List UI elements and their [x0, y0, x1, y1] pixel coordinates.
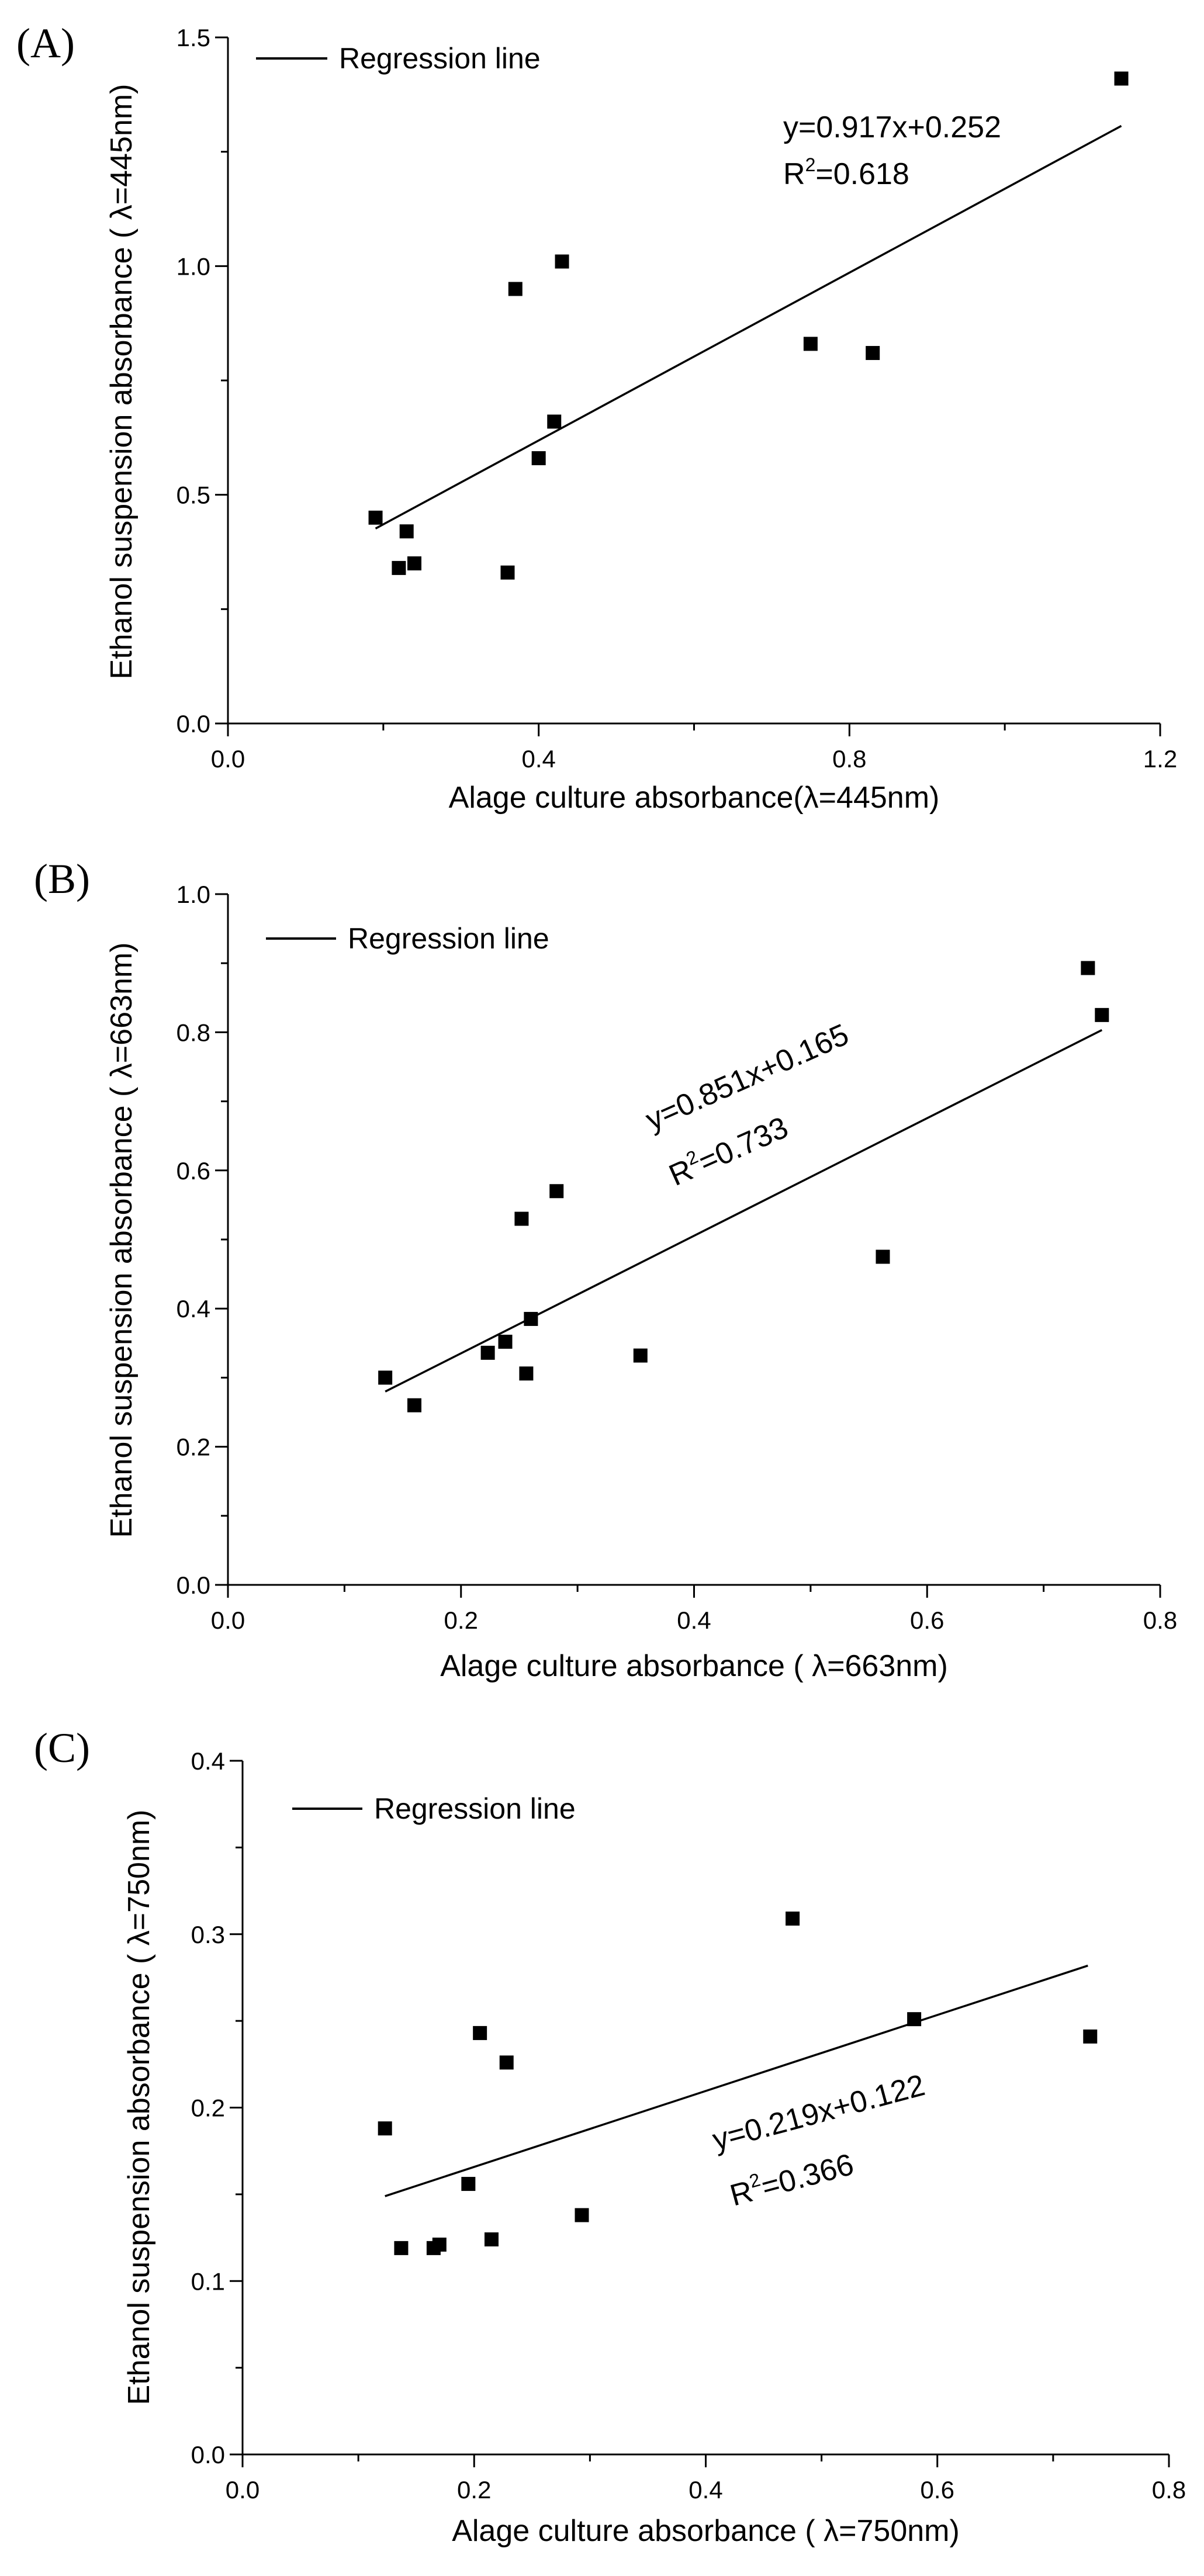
y-tick-label: 1.5	[177, 24, 210, 51]
regression-equation: y=0.851x+0.165	[641, 1017, 853, 1137]
panel-label: (A)	[16, 20, 75, 67]
data-point	[876, 1249, 890, 1264]
data-point	[407, 1398, 421, 1412]
regression-equation: y=0.219x+0.122	[709, 2068, 928, 2158]
y-tick-label: 0.3	[191, 1921, 225, 1948]
y-tick-label: 0.4	[177, 1295, 210, 1322]
chart-panel-c: 0.0 0.2 0.4 0.6 0.8 0.0 0.1 0.2 0.3 0.4 Alage cult…	[34, 1725, 1186, 2548]
data-point	[549, 1184, 564, 1199]
data-point	[633, 1348, 648, 1363]
legend-label: Regression line	[374, 1792, 576, 1825]
data-point	[399, 524, 414, 539]
data-point	[473, 2026, 487, 2040]
data-point	[394, 2241, 409, 2255]
data-point	[499, 2055, 514, 2070]
regression-line	[385, 1964, 1088, 2197]
x-tick-label: 0.4	[689, 2476, 722, 2504]
r-squared-value: =0.618	[815, 157, 909, 191]
data-point	[484, 2232, 499, 2247]
regression-equation: y=0.917x+0.252	[783, 110, 1001, 144]
y-tick-label: 0.0	[177, 710, 210, 738]
data-point	[480, 1345, 495, 1360]
data-point	[803, 337, 818, 351]
x-tick-label: 0.0	[211, 745, 245, 773]
data-point	[368, 510, 383, 525]
r-squared-symbol: R	[783, 157, 805, 191]
y-axis-title: Ethanol suspension absorbance ( λ=663nm)	[105, 943, 139, 1538]
x-tick-label: 0.6	[921, 2476, 954, 2504]
regression-line	[375, 124, 1122, 529]
data-point	[378, 1370, 393, 1385]
data-point	[508, 282, 523, 296]
chart-panel-b: 0.0 0.2 0.4 0.6 0.8 0.0 0.2 0.4 0.6 0.8 1.0 Alage c…	[34, 856, 1177, 1683]
data-point	[461, 2177, 476, 2191]
x-axis-title: Alage culture absorbance ( λ=750nm)	[452, 2514, 960, 2548]
x-tick-label: 0.6	[910, 1606, 944, 1634]
x-tick-label: 0.8	[1143, 1606, 1177, 1634]
r-squared-label: R2=0.366	[726, 2145, 857, 2213]
legend-label: Regression line	[348, 922, 549, 955]
chart-panel-a: 0.0 0.4 0.8 1.2 0.0 0.5 1.0 1.5 Alage culture ab…	[16, 20, 1177, 815]
data-point	[524, 1311, 538, 1326]
data-point	[407, 556, 421, 571]
data-point	[1081, 961, 1095, 975]
y-tick-label: 1.0	[177, 252, 210, 280]
y-tick-label: 0.0	[191, 2441, 225, 2468]
data-point	[866, 346, 880, 361]
r-squared-value: =0.733	[694, 1110, 793, 1179]
x-tick-label: 0.4	[521, 745, 555, 773]
data-point	[392, 560, 406, 575]
y-tick-label: 0.6	[177, 1157, 210, 1185]
y-axis-title: Ethanol suspension absorbance ( λ=445nm)	[105, 84, 139, 680]
data-point	[378, 2121, 392, 2136]
x-tick-label: 0.0	[226, 2476, 260, 2504]
r-squared-label: R2=0.618	[783, 154, 909, 191]
data-point	[500, 565, 515, 580]
data-point	[907, 2012, 922, 2027]
data-point	[514, 1211, 529, 1226]
data-point	[547, 414, 562, 429]
y-axis-title: Ethanol suspension absorbance ( λ=750nm)	[122, 1810, 156, 2405]
y-tick-label: 0.2	[177, 1434, 210, 1461]
x-tick-label: 0.2	[457, 2476, 491, 2504]
x-axis-title: Alage culture absorbance ( λ=663nm)	[440, 1649, 948, 1683]
y-tick-label: 1.0	[177, 881, 210, 908]
y-tick-label: 0.0	[177, 1571, 210, 1599]
data-point	[1083, 2029, 1098, 2044]
x-tick-label: 0.4	[677, 1606, 711, 1634]
data-point	[519, 1366, 534, 1381]
data-point	[1095, 1007, 1109, 1022]
x-tick-label: 0.0	[211, 1606, 245, 1634]
x-tick-label: 0.8	[1152, 2476, 1186, 2504]
y-tick-label: 0.4	[191, 1747, 225, 1775]
data-point	[786, 1912, 800, 1926]
r-squared-value: =0.366	[758, 2148, 857, 2205]
data-point	[432, 2237, 447, 2252]
data-point	[498, 1334, 513, 1349]
legend-label: Regression line	[339, 42, 541, 75]
data-point	[555, 254, 569, 269]
x-axis-title: Alage culture absorbance(λ=445nm)	[449, 781, 940, 815]
r-squared-superscript: 2	[805, 154, 816, 175]
panel-label: (B)	[34, 856, 90, 902]
y-tick-label: 0.8	[177, 1019, 210, 1046]
x-tick-label: 0.8	[832, 745, 866, 773]
x-tick-label: 1.2	[1143, 745, 1177, 773]
data-point	[531, 451, 546, 466]
y-tick-label: 0.2	[191, 2094, 225, 2122]
data-point	[1114, 71, 1129, 86]
y-tick-label: 0.5	[177, 482, 210, 509]
data-point	[575, 2208, 589, 2222]
x-tick-label: 0.2	[444, 1606, 478, 1634]
y-tick-label: 0.1	[191, 2267, 225, 2295]
regression-line	[385, 1029, 1103, 1393]
panel-label: (C)	[34, 1725, 90, 1771]
